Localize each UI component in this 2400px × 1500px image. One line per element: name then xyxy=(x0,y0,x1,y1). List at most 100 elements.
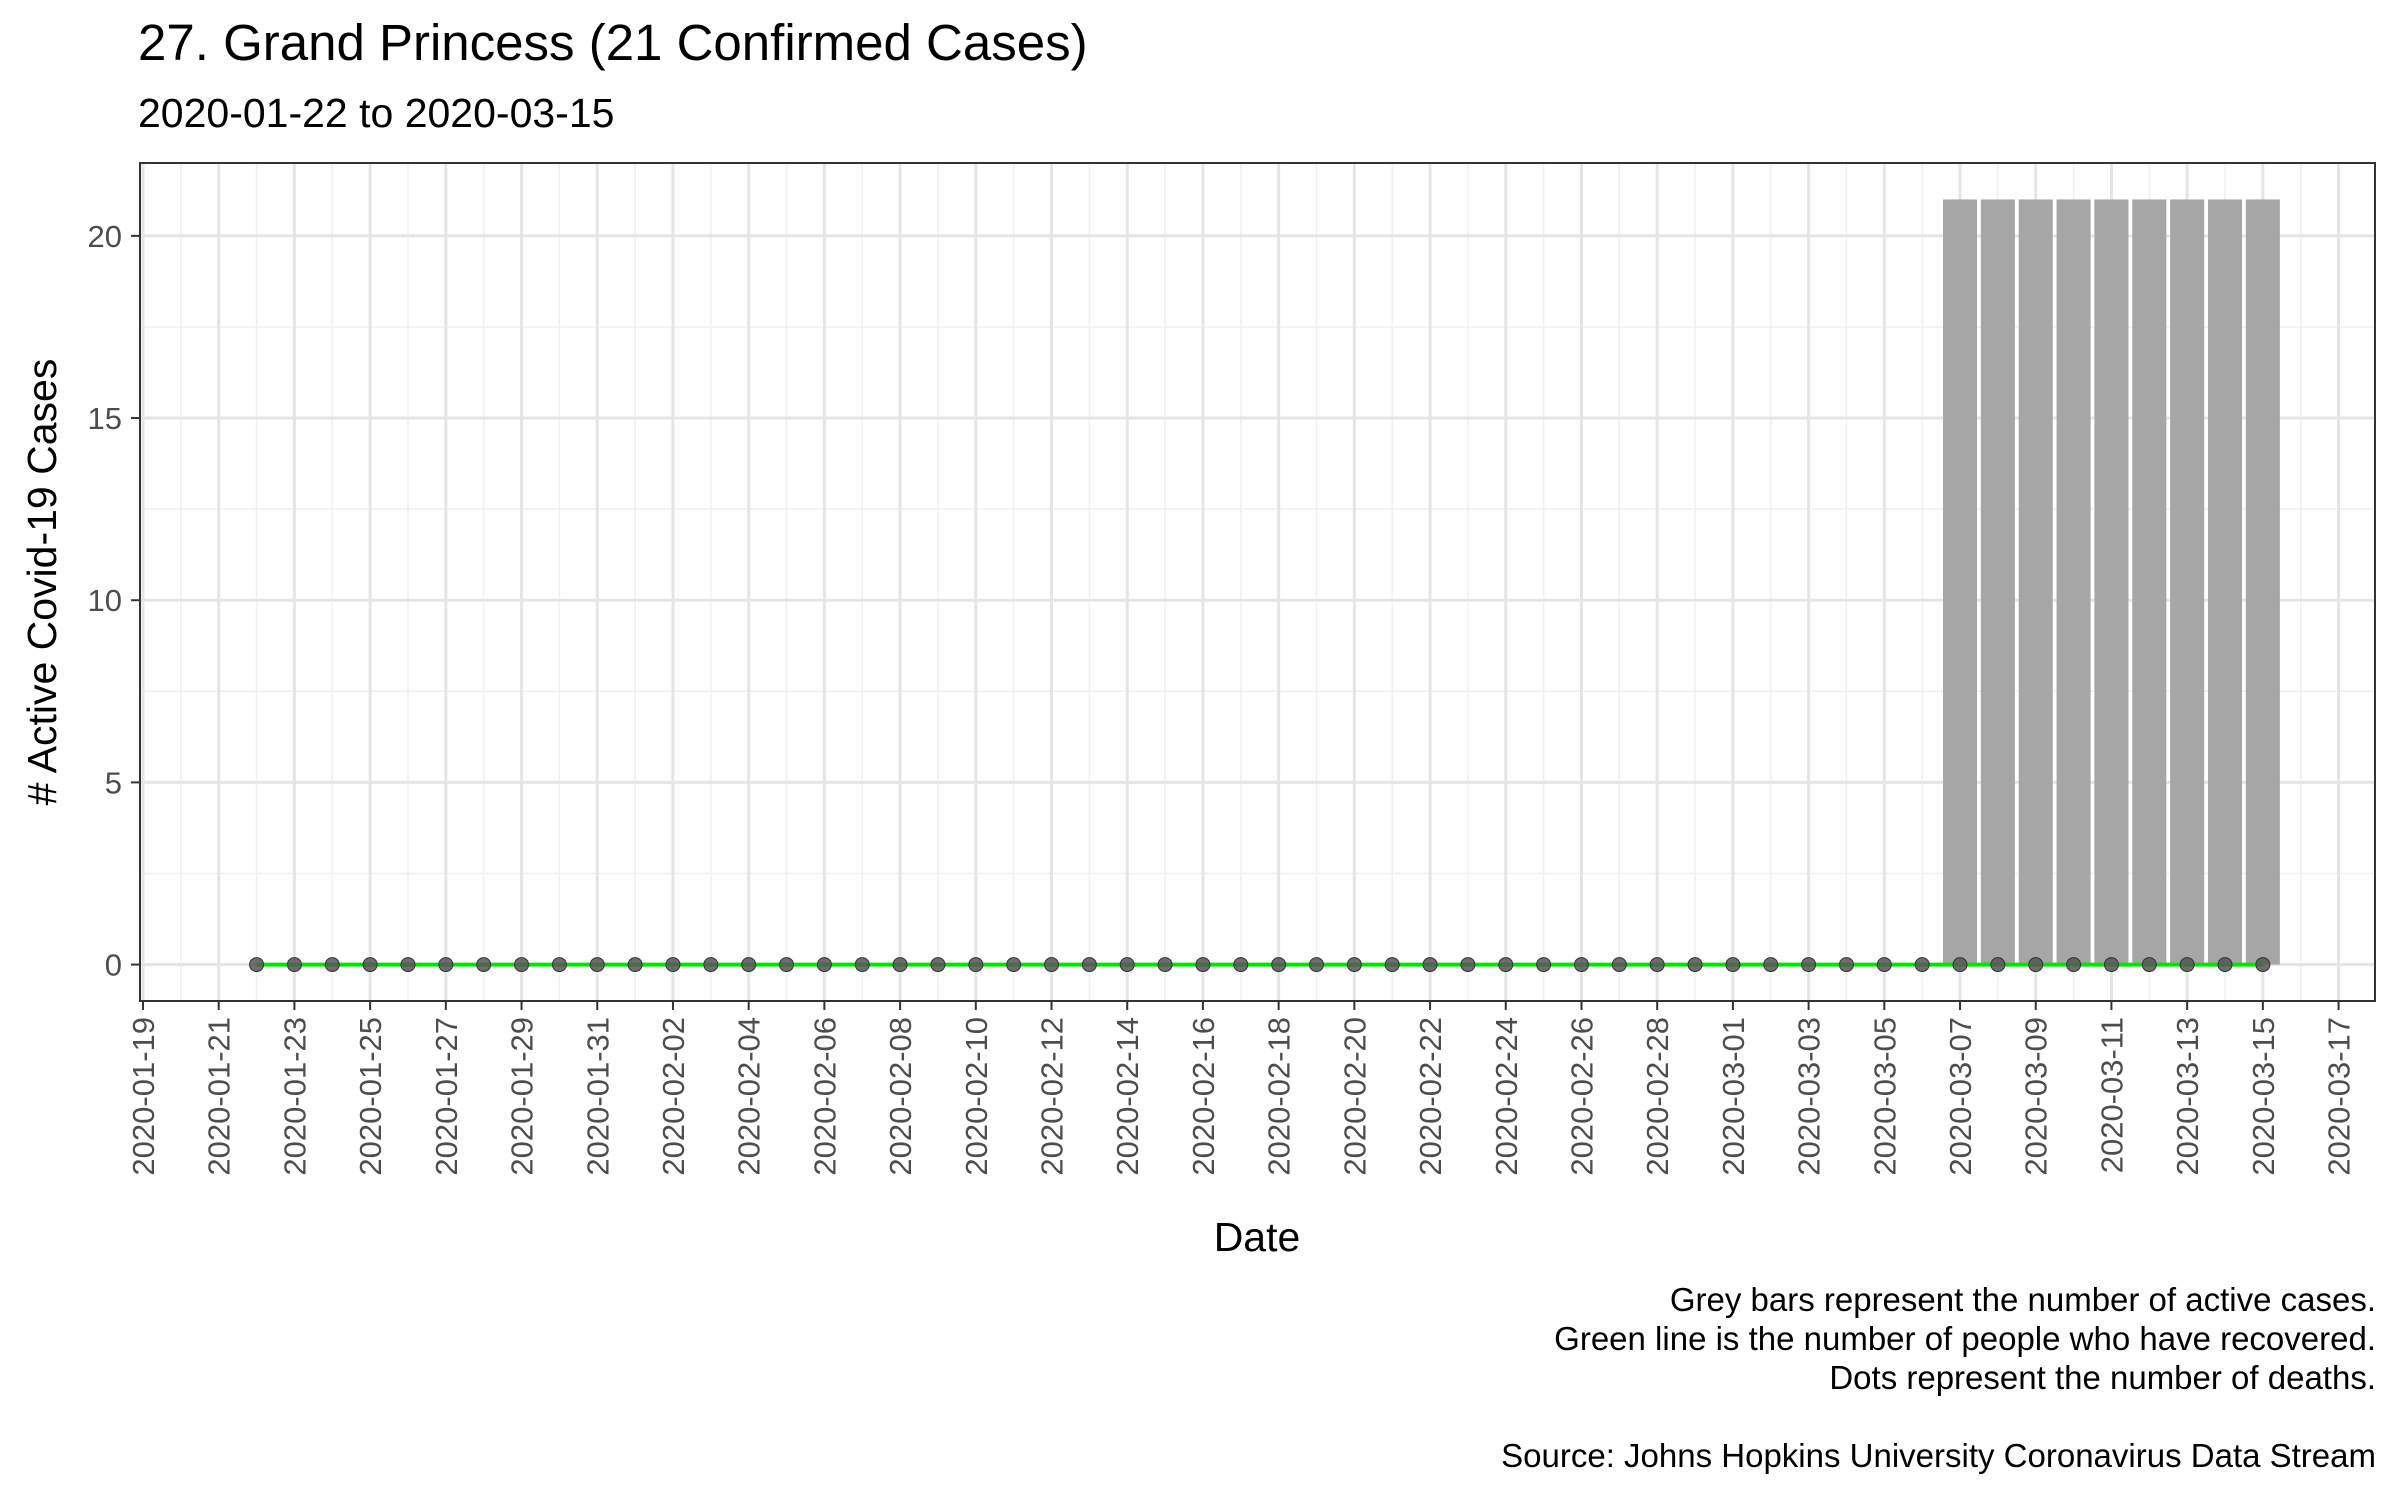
death-point xyxy=(324,957,340,973)
death-point xyxy=(1384,957,1400,973)
y-tick-label: 0 xyxy=(105,948,122,983)
death-point xyxy=(1649,957,1665,973)
x-tick-label: 2020-03-13 xyxy=(2170,1017,2205,1176)
death-point xyxy=(551,957,567,973)
active-cases-bar xyxy=(2132,199,2167,965)
x-tick-label: 2020-03-09 xyxy=(2019,1017,2054,1176)
x-tick-label: 2020-01-21 xyxy=(202,1017,237,1176)
death-point xyxy=(1422,957,1438,973)
x-tick-label: 2020-01-27 xyxy=(429,1017,464,1176)
death-point xyxy=(627,957,643,973)
death-point xyxy=(816,957,832,973)
death-point xyxy=(2179,957,2195,973)
x-tick-label: 2020-02-04 xyxy=(732,1017,767,1176)
death-point xyxy=(1536,957,1552,973)
x-tick-label: 2020-01-29 xyxy=(505,1017,540,1176)
death-point xyxy=(1119,957,1135,973)
death-point xyxy=(1801,957,1817,973)
death-point xyxy=(1876,957,1892,973)
y-tick-label: 5 xyxy=(105,765,122,800)
caption-line: Green line is the number of people who h… xyxy=(1554,1320,2376,1357)
death-point xyxy=(2028,957,2044,973)
death-point xyxy=(1914,957,1930,973)
death-point xyxy=(2103,957,2119,973)
death-point xyxy=(1157,957,1173,973)
x-tick-label: 2020-02-06 xyxy=(807,1017,842,1176)
death-point xyxy=(930,957,946,973)
death-point xyxy=(1763,957,1779,973)
x-tick-label: 2020-03-03 xyxy=(1792,1017,1827,1176)
x-tick-label: 2020-03-07 xyxy=(1943,1017,1978,1176)
death-point xyxy=(1573,957,1589,973)
x-tick-label: 2020-02-22 xyxy=(1413,1017,1448,1176)
x-tick-label: 2020-03-15 xyxy=(2246,1017,2281,1176)
death-point xyxy=(249,957,265,973)
death-point xyxy=(1271,957,1287,973)
death-point xyxy=(703,957,719,973)
death-point xyxy=(779,957,795,973)
death-point xyxy=(1195,957,1211,973)
caption-bars: Grey bars represent the number of active… xyxy=(1669,1281,2376,1318)
y-tick-label: 10 xyxy=(88,583,122,618)
death-point xyxy=(1498,957,1514,973)
y-axis-label: # Active Covid-19 Cases xyxy=(19,359,65,806)
x-tick-label: 2020-03-01 xyxy=(1716,1017,1751,1176)
y-tick-label: 20 xyxy=(88,219,122,254)
death-point xyxy=(1081,957,1097,973)
death-point xyxy=(1838,957,1854,973)
death-point xyxy=(476,957,492,973)
axes: 0 5 10 15 20 2020-01-19 2020-01-21 2020-01-23 20… xyxy=(88,219,2357,1176)
caption-dots: Dots represent the number of deaths. xyxy=(1829,1359,2376,1396)
x-tick-label: 2020-02-28 xyxy=(1640,1017,1675,1176)
active-cases-bar xyxy=(2094,199,2129,965)
active-cases-bar xyxy=(2018,199,2053,965)
active-cases-bar xyxy=(1942,199,1978,965)
death-point xyxy=(741,957,757,973)
death-point xyxy=(1990,957,2006,973)
x-tick-label: 2020-02-26 xyxy=(1564,1017,1599,1176)
y-tick-label: 15 xyxy=(88,401,122,436)
death-point xyxy=(2141,957,2157,973)
x-tick-label: 2020-03-05 xyxy=(1867,1017,1902,1176)
death-point xyxy=(1460,957,1476,973)
death-point xyxy=(400,957,416,973)
death-point xyxy=(1006,957,1022,973)
x-axis-label: Date xyxy=(1214,1214,1301,1260)
x-tick-label: 2020-01-19 xyxy=(126,1017,161,1176)
death-point xyxy=(1346,957,1362,973)
active-cases-bar xyxy=(2056,199,2091,965)
x-tick-label: 2020-02-12 xyxy=(1035,1017,1070,1176)
death-point xyxy=(362,957,378,973)
x-tick-label: 2020-01-23 xyxy=(277,1017,312,1176)
death-point xyxy=(2217,957,2233,973)
x-tick-label: 2020-03-17 xyxy=(2322,1017,2357,1176)
death-point xyxy=(438,957,454,973)
x-tick-label: 2020-02-08 xyxy=(883,1017,918,1176)
death-point xyxy=(589,957,605,973)
death-point xyxy=(286,957,302,973)
death-point xyxy=(514,957,530,973)
death-point xyxy=(1308,957,1324,973)
x-tick-label: 2020-02-02 xyxy=(656,1017,691,1176)
x-tick-label: 2020-01-25 xyxy=(353,1017,388,1176)
death-point xyxy=(1725,957,1741,973)
active-cases-bar xyxy=(2245,199,2280,965)
death-point xyxy=(665,957,681,973)
x-tick-label: 2020-02-10 xyxy=(959,1017,994,1176)
death-point xyxy=(2255,957,2271,973)
death-point xyxy=(1044,957,1060,973)
death-point xyxy=(1687,957,1703,973)
plot-panel-border xyxy=(139,162,2376,1002)
death-point xyxy=(892,957,908,973)
death-point xyxy=(1611,957,1627,973)
x-tick-label: 2020-02-20 xyxy=(1337,1017,1372,1176)
death-points xyxy=(249,957,2271,973)
x-tick-label: 2020-02-24 xyxy=(1489,1017,1524,1176)
death-point xyxy=(2066,957,2082,973)
active-cases-bar xyxy=(2170,199,2205,965)
x-tick-label: 2020-02-16 xyxy=(1186,1017,1221,1176)
active-cases-bar xyxy=(1980,199,2015,965)
x-tick-label: 2020-03-11 xyxy=(2094,1017,2129,1173)
death-point xyxy=(1952,957,1968,973)
